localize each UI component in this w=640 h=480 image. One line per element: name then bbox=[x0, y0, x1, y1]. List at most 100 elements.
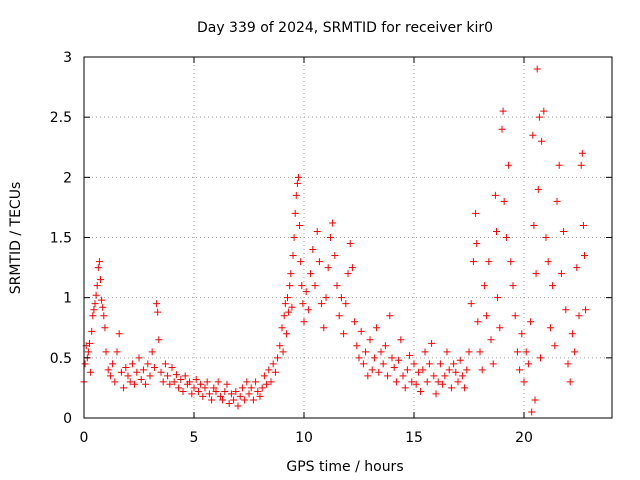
data-point bbox=[232, 388, 240, 396]
data-point bbox=[532, 270, 540, 278]
data-point bbox=[101, 324, 109, 332]
data-point bbox=[142, 380, 150, 388]
data-point bbox=[97, 276, 104, 284]
data-point bbox=[428, 339, 436, 347]
data-point bbox=[89, 312, 97, 320]
data-point bbox=[557, 270, 565, 278]
data-point bbox=[537, 354, 544, 362]
data-point bbox=[524, 360, 532, 368]
data-point bbox=[410, 360, 418, 368]
data-point bbox=[355, 354, 363, 362]
data-point bbox=[445, 366, 453, 374]
data-point bbox=[337, 294, 345, 302]
data-point bbox=[115, 330, 123, 338]
data-point bbox=[496, 324, 504, 332]
data-point bbox=[507, 258, 515, 266]
data-point bbox=[322, 294, 330, 302]
data-point bbox=[172, 371, 180, 379]
data-point bbox=[386, 312, 394, 320]
data-point bbox=[531, 396, 539, 404]
data-point bbox=[551, 342, 559, 350]
data-point bbox=[135, 354, 143, 362]
data-point bbox=[571, 348, 579, 356]
data-point bbox=[192, 375, 200, 383]
data-point bbox=[230, 396, 238, 404]
data-point bbox=[212, 388, 220, 396]
data-point bbox=[456, 356, 464, 364]
data-point bbox=[106, 372, 114, 380]
data-point bbox=[329, 219, 337, 227]
data-point bbox=[522, 348, 530, 356]
data-point bbox=[432, 390, 440, 398]
y-tick-label: 2 bbox=[63, 170, 72, 186]
data-point bbox=[269, 360, 277, 368]
data-point bbox=[302, 288, 310, 296]
data-point bbox=[390, 363, 398, 371]
y-tick-label: 1 bbox=[63, 291, 72, 307]
data-point bbox=[128, 360, 136, 368]
data-point bbox=[288, 303, 296, 311]
data-point bbox=[560, 227, 568, 235]
data-point bbox=[520, 378, 528, 386]
data-point bbox=[104, 366, 112, 374]
data-point bbox=[423, 378, 431, 386]
data-point bbox=[155, 336, 163, 344]
data-point bbox=[493, 227, 500, 235]
data-point bbox=[373, 324, 381, 332]
data-point bbox=[395, 356, 403, 364]
data-point bbox=[530, 221, 538, 229]
data-point bbox=[408, 378, 416, 386]
data-point bbox=[578, 149, 586, 157]
data-point bbox=[421, 348, 429, 356]
data-point bbox=[538, 137, 546, 145]
data-point bbox=[368, 366, 376, 374]
data-point bbox=[511, 312, 519, 320]
data-point bbox=[463, 366, 471, 374]
data-point bbox=[263, 380, 271, 388]
data-point bbox=[216, 392, 224, 400]
data-point bbox=[443, 348, 451, 356]
data-point bbox=[401, 384, 409, 392]
data-point bbox=[575, 312, 583, 320]
data-point bbox=[113, 348, 121, 356]
data-point bbox=[199, 392, 207, 400]
data-point bbox=[102, 348, 110, 356]
data-point bbox=[474, 318, 482, 326]
data-point bbox=[274, 354, 282, 362]
data-point bbox=[126, 378, 134, 386]
data-point bbox=[430, 372, 438, 380]
data-point bbox=[81, 360, 89, 368]
axis-ticks: 0 5 10 15 20 0 0.5 1 1.5 2 2.5 3 bbox=[50, 50, 612, 446]
data-point bbox=[434, 378, 442, 386]
data-point bbox=[502, 234, 510, 241]
data-point bbox=[546, 324, 554, 332]
data-point bbox=[86, 339, 93, 347]
data-point bbox=[117, 368, 125, 376]
data-point bbox=[87, 368, 95, 376]
data-point bbox=[238, 384, 246, 392]
data-point bbox=[533, 65, 541, 73]
data-point bbox=[170, 378, 178, 386]
data-point bbox=[122, 363, 130, 371]
data-point bbox=[344, 270, 352, 278]
data-point bbox=[478, 366, 486, 374]
data-point bbox=[375, 368, 383, 376]
data-point bbox=[528, 408, 536, 416]
data-point bbox=[190, 384, 198, 392]
data-point bbox=[91, 300, 99, 308]
data-point bbox=[447, 384, 455, 392]
data-point bbox=[210, 384, 218, 392]
data-point bbox=[469, 258, 477, 266]
data-point bbox=[258, 384, 266, 392]
data-point bbox=[304, 306, 312, 314]
data-point bbox=[491, 191, 499, 199]
data-point bbox=[311, 282, 319, 290]
data-point bbox=[320, 324, 328, 332]
y-tick-label: 3 bbox=[63, 50, 72, 66]
data-point bbox=[544, 258, 552, 266]
data-point bbox=[516, 366, 524, 374]
data-point bbox=[93, 282, 101, 290]
data-point bbox=[436, 360, 444, 368]
data-point bbox=[179, 388, 187, 396]
